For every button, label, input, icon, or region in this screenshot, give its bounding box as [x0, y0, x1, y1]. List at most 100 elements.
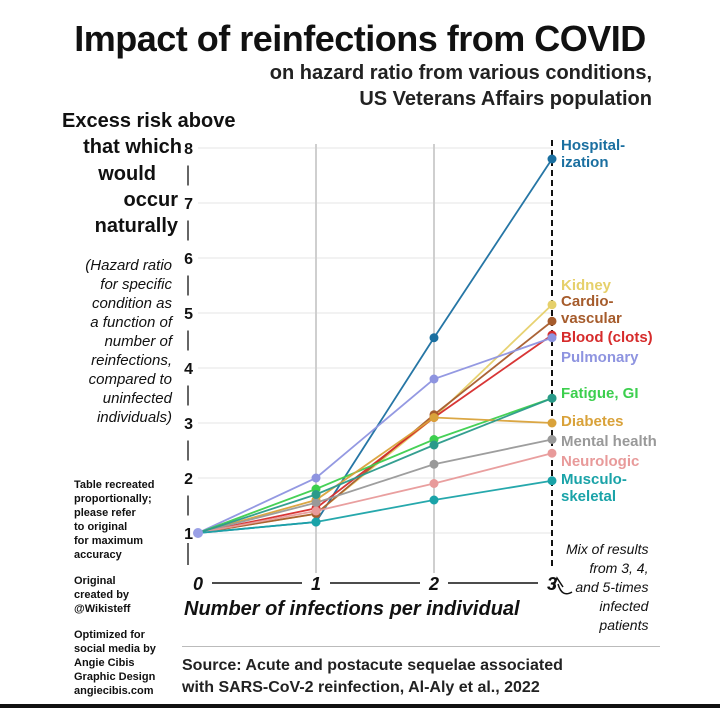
y-tick-label: 1 — [184, 526, 193, 543]
x-tick-label: 1 — [311, 574, 321, 594]
y-tick-label: 2 — [184, 471, 193, 488]
series-line — [197, 452, 553, 534]
mix-arrow — [557, 583, 573, 595]
data-point — [429, 333, 439, 343]
series-line — [197, 397, 553, 534]
y-axis-label-line4: occur — [123, 189, 178, 211]
series-line — [197, 397, 553, 534]
series-label: Hospital-ization — [561, 137, 625, 171]
credit-line: Graphic Design — [74, 671, 156, 683]
y-axis-label-line5: naturally — [94, 215, 178, 237]
data-point — [547, 418, 557, 428]
x-tick-label: 2 — [428, 574, 439, 594]
data-point — [311, 506, 321, 516]
mix-note-line: and 5-times — [575, 579, 649, 595]
chart-title: Impact of reinfections from COVID — [74, 18, 646, 59]
data-point — [429, 440, 439, 450]
data-point — [547, 393, 557, 403]
series-line — [197, 336, 553, 534]
side-notes: Table recreated proportionally; please ref… — [74, 478, 156, 698]
divider — [182, 646, 660, 647]
side-note-line: for maximum — [74, 535, 144, 547]
series-label: Diabetes — [561, 413, 624, 430]
credit-line: angiecibis.com — [74, 685, 154, 697]
y-axis-note-line: number of — [104, 333, 172, 350]
series-label: Kidney — [561, 277, 612, 294]
series-line — [197, 438, 553, 534]
series-line — [197, 334, 553, 534]
data-point — [429, 459, 439, 469]
series-label: Blood (clots) — [561, 329, 653, 346]
x-axis-label: Number of infections per individual — [184, 598, 520, 620]
y-tick-label: 3 — [184, 416, 193, 433]
y-tick-label: 5 — [184, 306, 193, 323]
y-axis-label-head: Excess risk above — [62, 110, 236, 132]
credit-line: social media by — [74, 643, 156, 655]
side-note-line: proportionally; — [74, 493, 152, 505]
bottom-bar — [0, 704, 720, 708]
data-point — [547, 476, 557, 486]
series-label: Fatigue, GI — [561, 385, 639, 402]
y-axis-note-line: compared to — [88, 371, 172, 388]
source-citation: Source: Acute and postacute sequelae ass… — [182, 655, 563, 699]
y-axis-label-line3: would — [98, 163, 156, 185]
series-line — [197, 158, 553, 534]
credit-line: Optimized for — [74, 629, 145, 641]
data-point — [547, 448, 557, 458]
series-label: Cardio-vascular — [561, 293, 622, 327]
y-axis-note-line: (Hazard ratio — [85, 257, 172, 274]
data-point — [311, 517, 321, 527]
origin-point — [193, 528, 203, 538]
series-label: Pulmonary — [561, 349, 639, 366]
series-label: Musculo-skeletal — [561, 471, 627, 505]
data-point — [547, 316, 557, 326]
y-axis-note-line: a function of — [90, 314, 172, 331]
y-axis-note-line: condition as — [91, 295, 172, 312]
series-line — [197, 320, 553, 534]
data-point — [547, 435, 557, 444]
y-tick-label: 6 — [184, 251, 193, 268]
mix-note: Mix of results from 3, 4, and 5-times infec… — [566, 540, 648, 635]
data-point — [429, 495, 439, 505]
credit-line: Angie Cibis — [74, 657, 135, 669]
mix-arrow-head — [552, 576, 564, 589]
y-axis-note-line: uninfected — [102, 390, 172, 407]
side-note-line: accuracy — [74, 549, 122, 561]
data-point — [547, 300, 557, 310]
series-line — [197, 416, 553, 534]
x-tick-label: 0 — [193, 574, 203, 594]
data-point — [429, 413, 439, 422]
side-note-line: Table recreated — [74, 479, 155, 491]
credit-line: @Wikisteff — [74, 603, 131, 615]
mix-note-line: from 3, 4, — [589, 560, 649, 576]
data-point — [311, 490, 321, 499]
side-note-line: please refer — [74, 507, 136, 519]
series-line — [197, 479, 553, 534]
series-label: Neurologic — [561, 453, 639, 470]
data-point — [429, 479, 439, 488]
credit-line: created by — [74, 589, 130, 601]
data-point — [547, 333, 557, 343]
y-axis-note-line: for specific — [100, 276, 172, 293]
y-tick-label: 8 — [184, 141, 193, 158]
data-point — [547, 154, 557, 164]
data-point — [311, 473, 321, 483]
x-tick-label: 3 — [547, 574, 557, 594]
mix-note-line: Mix of results — [566, 541, 649, 557]
source-line: Source: Acute and postacute sequelae ass… — [182, 657, 563, 674]
y-axis-note-line: reinfections, — [91, 352, 172, 369]
chart-subtitle-line2: US Veterans Affairs population — [359, 88, 652, 110]
mix-note-line: infected — [599, 598, 649, 614]
source-line: with SARS-CoV-2 reinfection, Al-Aly et a… — [182, 679, 540, 696]
y-axis-label-line2: that which — [83, 136, 182, 158]
data-point — [311, 498, 321, 508]
series-label: Mental health — [561, 433, 657, 450]
y-axis-note-line: individuals) — [96, 409, 172, 426]
side-note-line: to original — [74, 521, 128, 533]
mix-note-line: patients — [599, 617, 649, 633]
y-tick-label: 4 — [184, 361, 193, 378]
data-point — [429, 374, 439, 384]
credit-line: Original — [74, 575, 116, 587]
y-tick-label: 7 — [184, 196, 193, 213]
